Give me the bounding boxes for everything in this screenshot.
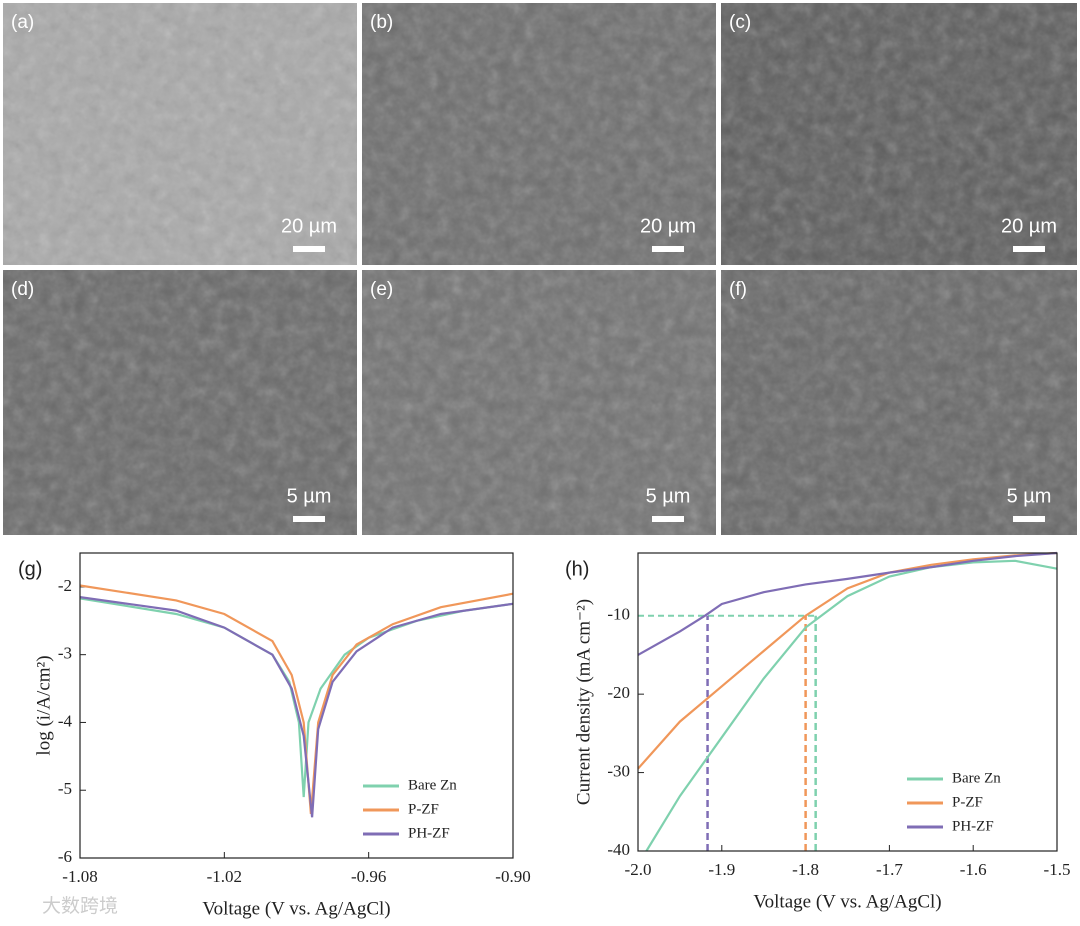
scale-bar: [652, 516, 684, 522]
x-tick-label: -1.02: [207, 867, 242, 886]
y-tick-label: -20: [607, 683, 630, 702]
y-tick-label: -4: [58, 711, 73, 730]
scale-bar: [1013, 516, 1045, 522]
sem-texture: [362, 3, 716, 265]
legend-label: PH-ZF: [952, 818, 994, 834]
sem-texture: [3, 3, 357, 265]
panel-label: (b): [370, 12, 393, 33]
y-axis-label: Current density (mA cm⁻²): [573, 599, 594, 805]
legend-label: P-ZF: [952, 794, 983, 810]
series-line: [637, 551, 1058, 770]
x-tick-label: -0.96: [351, 867, 386, 886]
scale-bar-label: 5 µm: [1007, 485, 1052, 507]
scale-bar: [652, 246, 684, 252]
y-tick-label: -3: [58, 644, 72, 663]
sem-texture: [721, 3, 1077, 265]
scale-bar-label: 5 µm: [646, 485, 691, 507]
sem-texture: [3, 270, 357, 535]
x-tick-label: -1.5: [1044, 860, 1071, 879]
sem-panel: (d) 5 µm: [3, 270, 357, 535]
x-axis-label: Voltage (V vs. Ag/AgCl): [202, 898, 390, 919]
x-axis-label: Voltage (V vs. Ag/AgCl): [753, 891, 941, 912]
x-tick-label: -1.8: [792, 860, 819, 879]
y-tick-label: -10: [607, 605, 630, 624]
panel-label: (e): [370, 279, 393, 300]
sem-texture: [362, 270, 716, 535]
scale-bar: [293, 516, 325, 522]
y-tick-label: -2: [58, 576, 72, 595]
panel-label: (f): [729, 279, 747, 300]
y-tick-label: -5: [58, 779, 72, 798]
series-line: [79, 596, 514, 818]
watermark: 大数跨境: [42, 895, 118, 917]
y-tick-label: -6: [58, 847, 72, 866]
x-tick-label: -1.9: [708, 860, 735, 879]
scale-bar-label: 20 µm: [640, 215, 696, 237]
sem-panel: (c) 20 µm: [721, 3, 1077, 265]
y-tick-label: -30: [607, 761, 630, 780]
scale-bar: [1013, 246, 1045, 252]
series-line: [645, 559, 1058, 852]
panel-label: (c): [729, 12, 751, 33]
sem-texture: [721, 270, 1077, 535]
y-tick-label: -40: [607, 840, 630, 859]
panel-label: (d): [11, 279, 34, 300]
scale-bar-label: 20 µm: [1001, 215, 1057, 237]
x-tick-label: -1.7: [876, 860, 903, 879]
plot-frame: [637, 552, 1058, 852]
panel-label: (h): [565, 558, 589, 580]
legend-label: Bare Zn: [408, 777, 457, 793]
plot-frame: [79, 552, 514, 859]
x-tick-label: -1.6: [960, 860, 987, 879]
panel-label: (a): [11, 12, 34, 33]
y-axis-label: log (i/A/cm²): [33, 655, 54, 755]
series-line: [637, 551, 1058, 656]
legend-label: P-ZF: [408, 801, 439, 817]
x-tick-label: -1.08: [62, 867, 97, 886]
x-tick-label: -2.0: [625, 860, 652, 879]
legend-label: Bare Zn: [952, 770, 1001, 786]
sem-panel: (b) 20 µm: [362, 3, 716, 265]
scale-bar-label: 5 µm: [287, 485, 332, 507]
x-tick-label: -0.90: [495, 867, 530, 886]
panel-label: (g): [18, 558, 42, 580]
legend-label: PH-ZF: [408, 825, 450, 841]
sem-panel: (a) 20 µm: [3, 3, 357, 265]
sem-panel: (e) 5 µm: [362, 270, 716, 535]
sem-panel: (f) 5 µm: [721, 270, 1077, 535]
scale-bar: [293, 246, 325, 252]
scale-bar-label: 20 µm: [281, 215, 337, 237]
